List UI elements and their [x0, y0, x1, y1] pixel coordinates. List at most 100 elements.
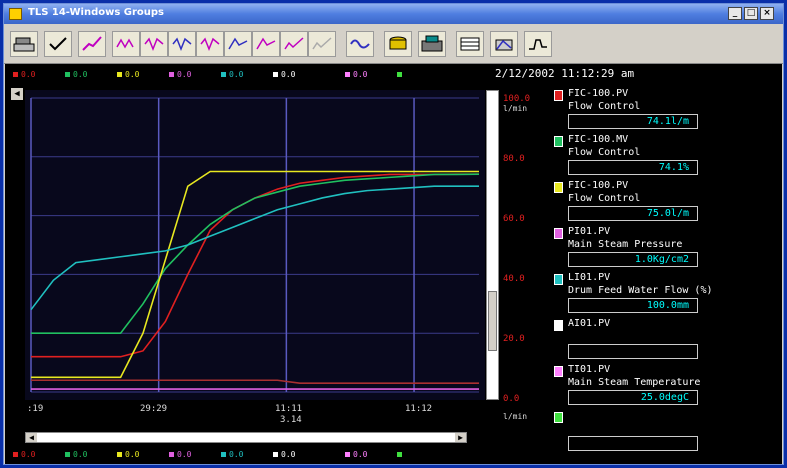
bottom-legend-item: 0.0: [65, 450, 87, 460]
keyboard-button[interactable]: [418, 31, 446, 57]
pen-color-marker[interactable]: [554, 136, 563, 147]
trend-8-button[interactable]: [308, 31, 336, 57]
pen-color-marker[interactable]: [554, 412, 563, 423]
scroll-right-button[interactable]: ▶: [455, 433, 466, 442]
trend-7-button[interactable]: [280, 31, 308, 57]
pen-tag: FIC-100.MV: [568, 134, 629, 145]
title-bar[interactable]: TLS 14-Windows Groups _ □ ×: [4, 4, 783, 24]
toolbox-icon: [495, 39, 513, 51]
pen-item[interactable]: [554, 410, 744, 456]
pen-item[interactable]: AI01.PV: [554, 318, 744, 364]
legend-swatch: [273, 452, 278, 457]
top-legend-item: [397, 70, 405, 80]
scale-label-0: 0.0: [503, 394, 520, 404]
series-line-4: [30, 185, 479, 311]
pen-item[interactable]: FIC-100.MV Flow Control 74.1%: [554, 134, 744, 180]
pen-description: Main Steam Temperature: [568, 377, 701, 388]
time-label: 29:29: [140, 404, 168, 414]
trend-2-button[interactable]: [140, 31, 168, 57]
table-icon: [460, 37, 480, 51]
pen-color-marker[interactable]: [554, 366, 563, 377]
database-button[interactable]: [384, 31, 412, 57]
pen-color-marker[interactable]: [554, 228, 563, 239]
legend-label: 0.0: [281, 70, 296, 79]
time-sub-label: 3.14: [280, 415, 302, 425]
print-button[interactable]: [10, 31, 38, 57]
legend-swatch: [65, 72, 70, 77]
vertical-scrollbar[interactable]: [486, 90, 499, 400]
trend-icon: [144, 37, 164, 52]
series-line-2: [31, 170, 479, 379]
pen-item[interactable]: LI01.PV Drum Feed Water Flow (%) 100.0mm: [554, 272, 744, 318]
legend-swatch: [345, 452, 350, 457]
table-button[interactable]: [456, 31, 484, 57]
trend-edit-button[interactable]: [78, 31, 106, 57]
top-legend-item: 0.0: [13, 70, 35, 80]
trend-4-button[interactable]: [196, 31, 224, 57]
trend-3-button[interactable]: [168, 31, 196, 57]
scale-label-60: 60.0: [503, 214, 525, 224]
pen-tag: PI01.PV: [568, 226, 611, 237]
wave-button[interactable]: [346, 31, 374, 57]
trend-icon: [200, 37, 220, 52]
vertical-scroll-thumb[interactable]: [488, 291, 497, 351]
pen-color-marker[interactable]: [554, 182, 563, 193]
trend-window: TLS 14-Windows Groups _ □ × 0.0 0.0 0.0 0.0…: [3, 3, 784, 465]
pen-color-marker[interactable]: [554, 320, 563, 331]
toolbar: [4, 25, 783, 64]
legend-label: 0.0: [229, 450, 244, 459]
pen-description: Flow Control: [568, 193, 641, 204]
legend-label: 0.0: [281, 450, 296, 459]
signal-button[interactable]: [524, 31, 552, 57]
datetime-display: 2/12/2002 11:12:29 am: [495, 67, 635, 80]
pen-value-box: 1.0Kg/cm2: [568, 252, 698, 267]
trend-5-button[interactable]: [224, 31, 252, 57]
pen-value-box: 100.0mm: [568, 298, 698, 313]
scale-label-80: 80.0: [503, 154, 525, 164]
keyboard-icon: [421, 35, 443, 52]
bottom-legend-item: 0.0: [117, 450, 139, 460]
scroll-left-button[interactable]: ◀: [26, 433, 37, 442]
pen-value-box: 74.1%: [568, 160, 698, 175]
pen-description: Flow Control: [568, 147, 641, 158]
maximize-button[interactable]: □: [744, 7, 758, 20]
pen-item[interactable]: FIC-100.PV Flow Control 74.1l/m: [554, 88, 744, 134]
pen-color-marker[interactable]: [554, 274, 563, 285]
pen-tag: AI01.PV: [568, 318, 611, 329]
legend-swatch: [397, 452, 402, 457]
legend-label: 0.0: [125, 70, 140, 79]
trend-6-button[interactable]: [252, 31, 280, 57]
trend-icon: [172, 37, 192, 52]
horizontal-scrollbar[interactable]: ◀ ▶: [25, 432, 467, 443]
time-label: 11:12: [405, 404, 433, 414]
top-legend-item: 0.0: [169, 70, 191, 80]
pen-item[interactable]: TI01.PV Main Steam Temperature 25.0degC: [554, 364, 744, 410]
legend-swatch: [221, 452, 226, 457]
legend-label: 0.0: [21, 450, 36, 459]
pen-item[interactable]: PI01.PV Main Steam Pressure 1.0Kg/cm2: [554, 226, 744, 272]
check-button[interactable]: [44, 31, 72, 57]
trend-plot-area[interactable]: [25, 90, 485, 400]
trend-1-button[interactable]: [112, 31, 140, 57]
legend-swatch: [169, 72, 174, 77]
pen-color-marker[interactable]: [554, 90, 563, 101]
pen-value-box: [568, 436, 698, 451]
legend-swatch: [65, 452, 70, 457]
legend-label: 0.0: [73, 450, 88, 459]
time-label: 11:11: [275, 404, 303, 414]
minimize-button[interactable]: _: [728, 7, 742, 20]
toolbox-button[interactable]: [490, 31, 518, 57]
close-button[interactable]: ×: [760, 7, 774, 20]
pen-item[interactable]: FIC-100.PV Flow Control 75.0l/m: [554, 180, 744, 226]
legend-swatch: [13, 452, 18, 457]
legend-swatch: [117, 452, 122, 457]
scroll-left-arrow[interactable]: ◀: [11, 88, 23, 100]
scale-unit-bottom: l/min: [503, 412, 528, 421]
legend-swatch: [273, 72, 278, 77]
trend-icon: [256, 37, 276, 50]
scale-label-100: 100.0: [503, 94, 531, 104]
legend-swatch: [13, 72, 18, 77]
pen-value-box: [568, 344, 698, 359]
trend-icon: [228, 37, 248, 50]
trend-edit-icon: [82, 36, 102, 51]
